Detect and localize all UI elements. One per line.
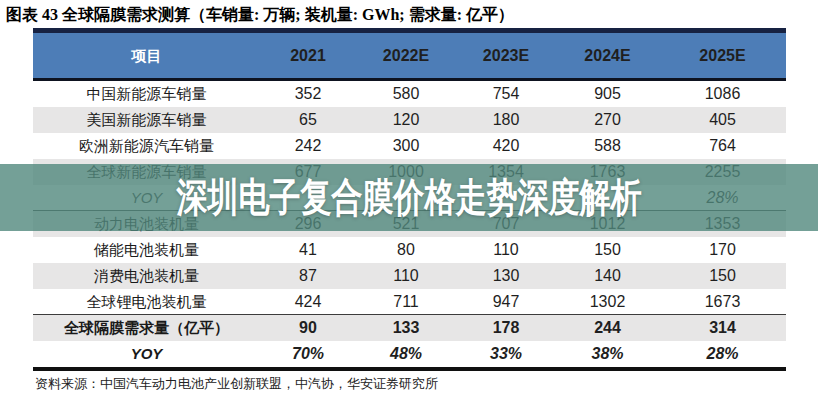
cell-value: 754 (456, 81, 556, 107)
cell-value: 352 (260, 81, 356, 107)
row-label: 美国新能源车销量 (33, 107, 260, 133)
row-label: 中国新能源车销量 (33, 81, 260, 107)
cell-value: 300 (356, 133, 456, 159)
cell-value: 178 (456, 315, 556, 341)
header-cell-2023e: 2023E (456, 33, 556, 78)
cell-value: 588 (556, 133, 659, 159)
cell-value: 2255 (659, 159, 786, 185)
cell-value: 38% (556, 341, 659, 367)
row-label: YOY (33, 185, 260, 211)
table-row: 消费电池装机量87110130140150 (33, 263, 786, 289)
cell-value: 28% (659, 341, 786, 367)
header-cell-2025e: 2025E (659, 33, 786, 78)
row-label: 全球新能源车销量 (33, 159, 260, 185)
table-row: 全球隔膜需求量（亿平）90133178244314 (33, 315, 786, 341)
cell-value: 65 (260, 107, 356, 133)
cell-value: 1086 (659, 81, 786, 107)
cell-value: 150 (659, 263, 786, 289)
cell-value: 180 (456, 107, 556, 133)
row-label: 动力电池装机量 (33, 211, 260, 237)
table-row: 中国新能源车销量3525807549051086 (33, 81, 786, 107)
figure-title: 图表 43 全球隔膜需求测算（车销量: 万辆; 装机量: GWh; 需求量: 亿… (6, 5, 514, 26)
cell-value: 420 (456, 133, 556, 159)
cell-value: 580 (356, 81, 456, 107)
cell-value: 150 (556, 237, 659, 263)
cell-value: 424 (260, 289, 356, 315)
cell-value (356, 185, 456, 211)
table-row: 储能电池装机量4180110150170 (33, 237, 786, 263)
cell-value: 711 (356, 289, 456, 315)
cell-value: 130 (456, 263, 556, 289)
header-cell-2022e: 2022E (356, 33, 456, 78)
report-table: 项目 2021 2022E 2023E 2024E 2025E 中国新能源车销量… (33, 28, 786, 371)
cell-value: 521 (356, 211, 456, 237)
header-cell-2021: 2021 (260, 33, 356, 78)
cell-value: 905 (556, 81, 659, 107)
cell-value: 1353 (659, 211, 786, 237)
cell-value: 242 (260, 133, 356, 159)
cell-value: 41 (260, 237, 356, 263)
cell-value (456, 185, 556, 211)
row-label: 消费电池装机量 (33, 263, 260, 289)
table-body: 中国新能源车销量3525807549051086美国新能源车销量65120180… (33, 81, 786, 367)
cell-value: 1012 (556, 211, 659, 237)
cell-value: 677 (260, 159, 356, 185)
cell-value: 707 (456, 211, 556, 237)
cell-value: 90 (260, 315, 356, 341)
header-cell-item: 项目 (33, 33, 260, 78)
table-row: 全球新能源车销量6771000135417632255 (33, 159, 786, 185)
cell-value: 1763 (556, 159, 659, 185)
cell-value: 1000 (356, 159, 456, 185)
table-header: 项目 2021 2022E 2023E 2024E 2025E (33, 33, 786, 78)
table-row: 全球锂电池装机量42471194713021673 (33, 289, 786, 315)
cell-value: 170 (659, 237, 786, 263)
cell-value: 314 (659, 315, 786, 341)
table-row: YOY70%48%33%38%28% (33, 341, 786, 367)
cell-value: 1302 (556, 289, 659, 315)
cell-value: 28% (659, 185, 786, 211)
cell-value: 110 (456, 237, 556, 263)
cell-value: 33% (456, 341, 556, 367)
table-row: 欧洲新能源汽车销量242300420588764 (33, 133, 786, 159)
cell-value: 764 (659, 133, 786, 159)
cell-value: 270 (556, 107, 659, 133)
cell-value (260, 185, 356, 211)
cell-value: 140 (556, 263, 659, 289)
cell-value: 1354 (456, 159, 556, 185)
cell-value: 296 (260, 211, 356, 237)
row-label: YOY (33, 341, 260, 367)
cell-value: 244 (556, 315, 659, 341)
row-label: 欧洲新能源汽车销量 (33, 133, 260, 159)
cell-value: 80 (356, 237, 456, 263)
table-row: 美国新能源车销量65120180270405 (33, 107, 786, 133)
cell-value: 48% (356, 341, 456, 367)
cell-value: 110 (356, 263, 456, 289)
table-bottom-rule (33, 367, 786, 371)
cell-value: 120 (356, 107, 456, 133)
row-label: 储能电池装机量 (33, 237, 260, 263)
header-cell-2024e: 2024E (556, 33, 659, 78)
cell-value (556, 185, 659, 211)
cell-value: 87 (260, 263, 356, 289)
cell-value: 70% (260, 341, 356, 367)
table-row: 动力电池装机量29652170710121353 (33, 211, 786, 237)
row-label: 全球隔膜需求量（亿平） (33, 315, 260, 341)
row-label: 全球锂电池装机量 (33, 289, 260, 315)
cell-value: 405 (659, 107, 786, 133)
cell-value: 947 (456, 289, 556, 315)
table-row: YOY 28% (33, 185, 786, 211)
cell-value: 1673 (659, 289, 786, 315)
source-note: 资料来源：中国汽车动力电池产业创新联盟，中汽协，华安证券研究所 (35, 375, 438, 393)
cell-value: 133 (356, 315, 456, 341)
